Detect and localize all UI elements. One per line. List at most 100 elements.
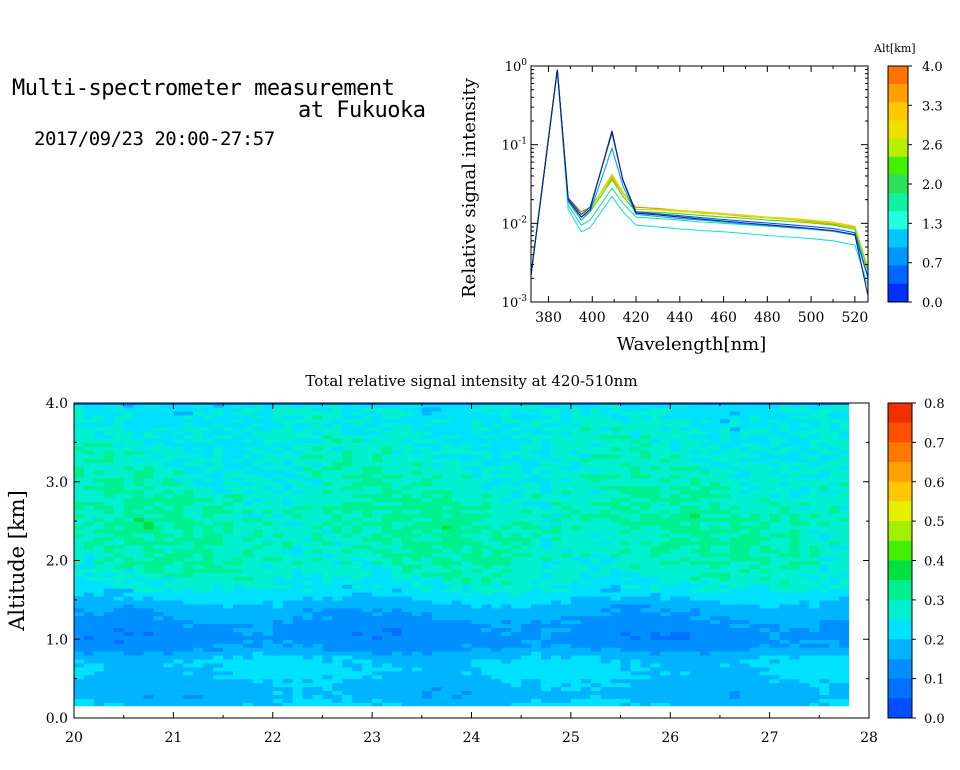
- heatmap-cell: [213, 651, 224, 656]
- heatmap-cell: [262, 532, 274, 538]
- heatmap-cell: [193, 560, 204, 566]
- heatmap-cell: [262, 454, 274, 459]
- heatmap-cell: [233, 466, 244, 471]
- heatmap-cell: [133, 674, 145, 680]
- heatmap-cell: [411, 517, 423, 522]
- heatmap-cell: [282, 576, 294, 581]
- heatmap-cell: [600, 544, 612, 550]
- heatmap-cell: [332, 493, 343, 499]
- heatmap-cell: [282, 458, 294, 463]
- heatmap-cell: [451, 607, 463, 613]
- heatmap-cell: [93, 698, 105, 703]
- heatmap-cell: [233, 450, 244, 455]
- heatmap-cell: [650, 513, 661, 518]
- heatmap-cell: [382, 450, 393, 455]
- heatmap-cell: [173, 513, 184, 518]
- heatmap-cell: [213, 655, 224, 660]
- heatmap-cell: [262, 560, 274, 566]
- heatmap-cell: [521, 473, 532, 479]
- heatmap-cell: [580, 623, 592, 629]
- heatmap-cell: [203, 635, 214, 640]
- heatmap-cell: [123, 442, 135, 447]
- heatmap-cell: [421, 702, 433, 707]
- heatmap-cell: [630, 560, 642, 566]
- heatmap-cell: [173, 655, 184, 660]
- heatmap-cell: [153, 532, 165, 538]
- heatmap-cell: [471, 639, 483, 644]
- heatmap-cell: [411, 619, 423, 625]
- heatmap-cell: [680, 529, 691, 534]
- heatmap-cell: [461, 532, 473, 538]
- heatmap-cell: [83, 485, 95, 491]
- heatmap-cell: [233, 414, 244, 420]
- heatmap-cell: [421, 501, 433, 506]
- heatmap-cell: [233, 430, 244, 436]
- heatmap-cell: [362, 497, 373, 503]
- heatmap-cell: [193, 536, 204, 542]
- heatmap-cell: [501, 469, 512, 475]
- heatmap-cell: [670, 493, 681, 499]
- heatmap-cell: [173, 548, 184, 554]
- heatmap-cell: [630, 580, 642, 585]
- heatmap-cell: [570, 666, 582, 672]
- heatmap-cell: [580, 525, 592, 530]
- heatmap-cell: [421, 517, 433, 522]
- heatmap-cell: [451, 513, 463, 518]
- heatmap-cell: [242, 521, 254, 526]
- heatmap-cell: [401, 536, 413, 542]
- heatmap-cell: [580, 670, 592, 676]
- heatmap-cell: [312, 430, 324, 436]
- heatmap-cell: [511, 548, 522, 554]
- heatmap-cell: [680, 438, 691, 443]
- heatmap-cell: [113, 639, 125, 644]
- heatmap-cell: [233, 580, 244, 585]
- heatmap-cell: [481, 473, 492, 479]
- heatmap-cell: [223, 552, 234, 558]
- heatmap-cell: [352, 702, 363, 707]
- heatmap-cell: [690, 406, 701, 412]
- heatmap-cell: [491, 595, 502, 601]
- heatmap-cell: [372, 639, 383, 644]
- heatmap-cell: [461, 548, 473, 554]
- heatmap-cell: [521, 497, 532, 503]
- heatmap-cell: [610, 517, 622, 522]
- heatmap-cell: [233, 678, 244, 684]
- heatmap-cell: [382, 532, 393, 538]
- heatmap-cell: [173, 418, 184, 424]
- heatmap-cell: [342, 536, 353, 542]
- heatmap-cell: [302, 560, 314, 566]
- heatmap-cell: [242, 434, 254, 440]
- heatmap-cell: [233, 481, 244, 487]
- heatmap-cell: [203, 686, 214, 692]
- heatmap-cell: [213, 670, 224, 676]
- heatmap-cell: [541, 607, 552, 613]
- heatmap-cell: [93, 655, 105, 660]
- heatmap-cell: [342, 698, 353, 703]
- heatmap-cell: [441, 682, 453, 688]
- heatmap-cell: [272, 556, 284, 562]
- heatmap-cell: [332, 635, 343, 640]
- heatmap-cell: [501, 702, 512, 707]
- heatmap-cell: [322, 682, 333, 688]
- heatmap-cell: [660, 525, 671, 530]
- heatmap-cell: [292, 517, 304, 522]
- heatmap-cell: [551, 690, 562, 695]
- heatmap-cell: [441, 595, 453, 601]
- heatmap-cell: [570, 493, 582, 499]
- heatmap-cell: [600, 599, 612, 605]
- heatmap-cell: [511, 544, 522, 550]
- heatmap-cell: [560, 674, 572, 680]
- heatmap-cell: [93, 690, 105, 695]
- heatmap-cell: [183, 489, 194, 495]
- heatmap-cell: [650, 662, 661, 668]
- heatmap-cell: [590, 599, 602, 605]
- heatmap-cell: [461, 686, 473, 692]
- heatmap-cell: [153, 509, 165, 514]
- heatmap-cell: [501, 505, 512, 510]
- heatmap-cell: [272, 698, 284, 703]
- heatmap-cell: [570, 481, 582, 487]
- heatmap-cell: [511, 434, 522, 440]
- heatmap-cell: [382, 588, 393, 593]
- heatmap-cell: [411, 438, 423, 443]
- heatmap-cell: [431, 450, 443, 455]
